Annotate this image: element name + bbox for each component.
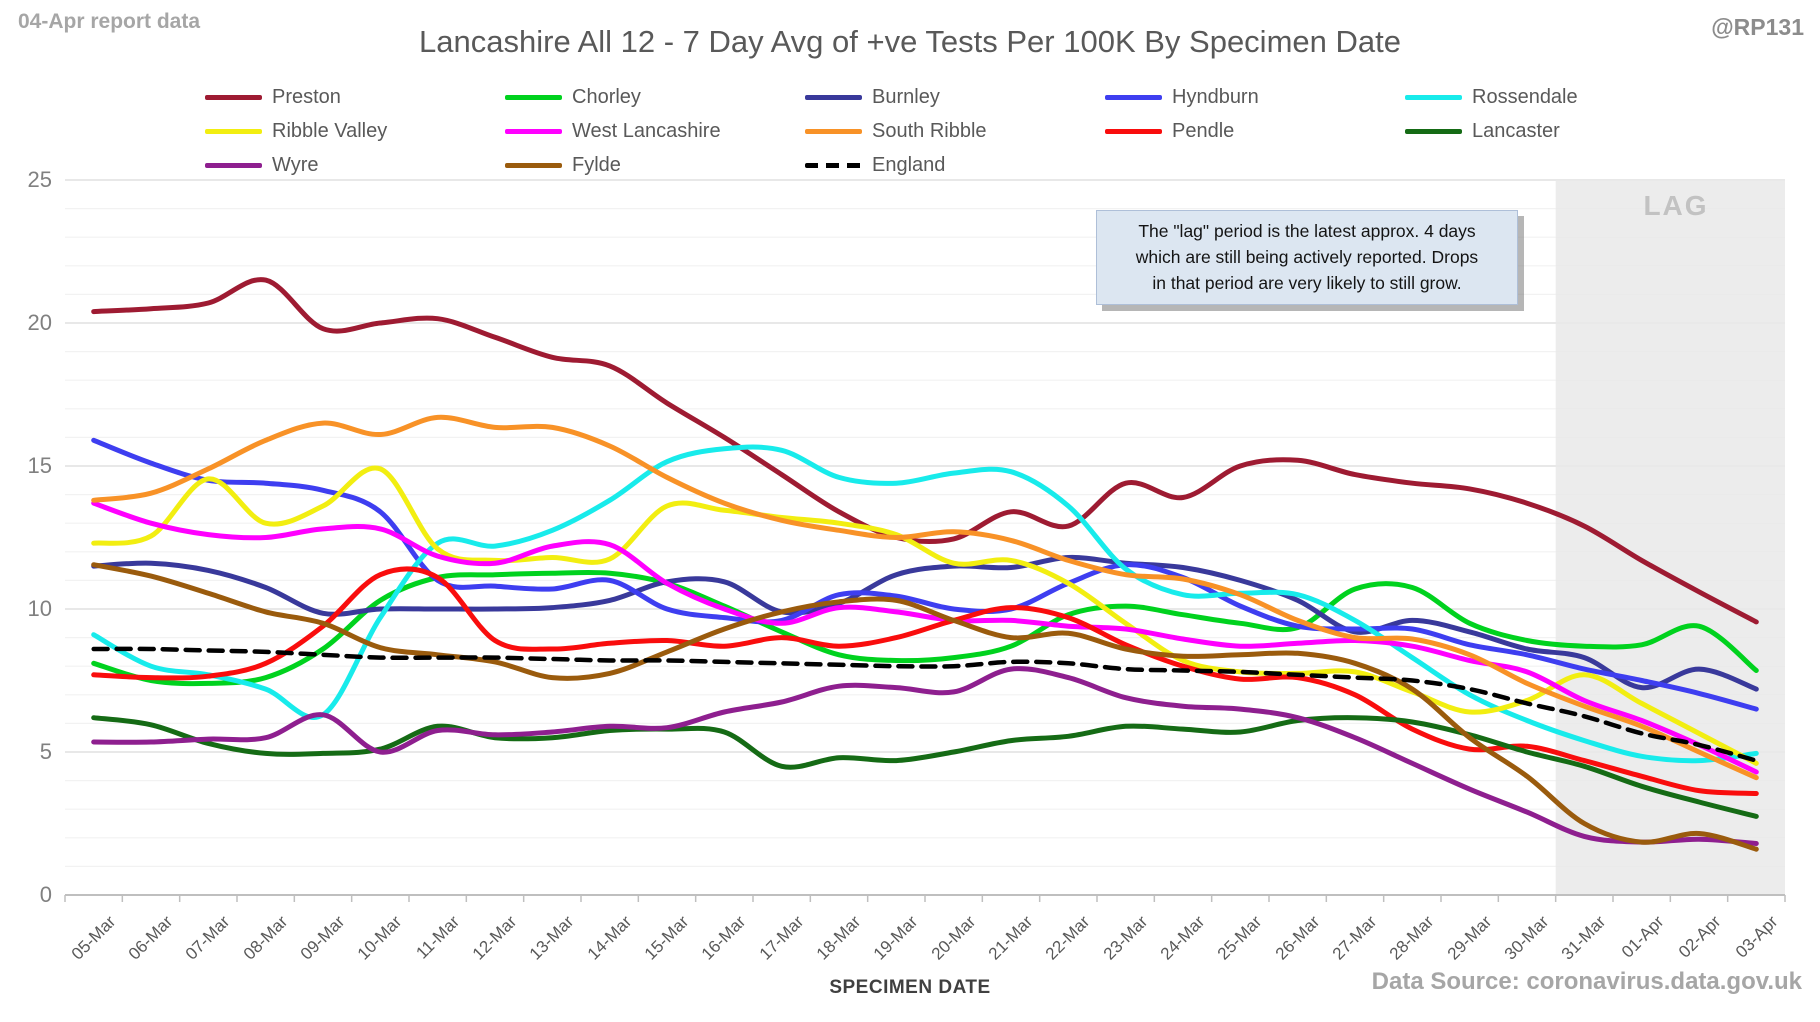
- series-line-england: [91, 646, 1759, 763]
- series-line-west-lancashire: [91, 500, 1759, 775]
- series-line-wyre: [91, 666, 1759, 846]
- page-title: Lancashire All 12 - 7 Day Avg of +ve Tes…: [419, 24, 1401, 59]
- x-axis-title: SPECIMEN DATE: [829, 977, 991, 998]
- legend-label: Chorley: [572, 85, 641, 108]
- user-handle: @RP131: [1711, 14, 1804, 40]
- legend-item-west-lancashire: West Lancashire: [505, 114, 805, 148]
- report-note: 04-Apr report data: [18, 10, 201, 33]
- legend-item-preston: Preston: [205, 80, 505, 114]
- legend-swatch: [205, 94, 262, 100]
- series-line-rossendale: [91, 444, 1759, 764]
- series-line-south-ribble: [91, 414, 1759, 781]
- legend-swatch: [505, 94, 562, 100]
- legend-label: South Ribble: [872, 119, 987, 142]
- legend-swatch: [805, 128, 862, 134]
- legend-label: Fylde: [572, 153, 621, 176]
- legend-swatch: [1105, 94, 1162, 100]
- legend-swatch: [505, 162, 562, 168]
- legend-swatch: [205, 128, 262, 134]
- lag-region-label: LAG: [1643, 190, 1709, 221]
- series-line-burnley: [91, 554, 1759, 692]
- legend-swatch: [205, 162, 262, 168]
- legend-item-pendle: Pendle: [1105, 114, 1405, 148]
- series-line-chorley: [91, 569, 1759, 687]
- legend-label: Lancaster: [1472, 119, 1560, 142]
- series-line-fylde: [91, 562, 1759, 852]
- series-line-pendle: [91, 566, 1759, 796]
- series-line-hyndburn: [91, 437, 1759, 712]
- legend-item-england: England: [805, 148, 1105, 182]
- legend-label: Hyndburn: [1172, 85, 1259, 108]
- legend-swatch: [805, 94, 862, 100]
- legend-item-south-ribble: South Ribble: [805, 114, 1105, 148]
- legend-item-rossendale: Rossendale: [1405, 80, 1705, 114]
- lag-annotation-box: The "lag" period is the latest approx. 4…: [1096, 210, 1518, 305]
- y-axis-tick-label: 5: [39, 739, 52, 764]
- series-line-preston: [91, 277, 1759, 625]
- y-axis-tick-label: 10: [27, 596, 52, 621]
- legend-swatch: [1105, 128, 1162, 134]
- annotation-text-line: which are still being actively reported.…: [1135, 247, 1479, 267]
- legend-item-wyre: Wyre: [205, 148, 505, 182]
- legend-label: Pendle: [1172, 119, 1235, 142]
- legend-item-chorley: Chorley: [505, 80, 805, 114]
- legend-item-lancaster: Lancaster: [1405, 114, 1705, 148]
- legend-label: Preston: [272, 85, 341, 108]
- legend-swatch: [505, 128, 562, 134]
- annotation-text-line: The "lag" period is the latest approx. 4…: [1138, 221, 1476, 241]
- legend-label: Ribble Valley: [272, 119, 388, 142]
- legend-item-burnley: Burnley: [805, 80, 1105, 114]
- data-source-note: Data Source: coronavirus.data.gov.uk: [1371, 968, 1802, 995]
- annotation-text-line: in that period are very likely to still …: [1152, 273, 1462, 293]
- legend-swatch: [1405, 94, 1462, 100]
- y-axis-tick-label: 25: [27, 167, 52, 192]
- chart-legend: Preston Chorley Burnley Hyndburn Rossendale R…: [205, 80, 1705, 182]
- y-axis-tick-label: 20: [27, 310, 52, 335]
- legend-label: England: [872, 153, 946, 176]
- legend-label: West Lancashire: [572, 119, 721, 142]
- legend-swatch: [805, 162, 862, 168]
- legend-item-hyndburn: Hyndburn: [1105, 80, 1405, 114]
- y-axis-tick-label: 15: [27, 453, 52, 478]
- legend-label: Burnley: [872, 85, 940, 108]
- y-axis-tick-label: 0: [39, 882, 52, 907]
- lag-region: [1555, 180, 1785, 895]
- series-line-ribble-valley: [91, 465, 1759, 766]
- legend-item-fylde: Fylde: [505, 148, 805, 182]
- legend-swatch: [1405, 128, 1462, 134]
- legend-item-ribble-valley: Ribble Valley: [205, 114, 505, 148]
- legend-label: Wyre: [272, 153, 319, 176]
- legend-label: Rossendale: [1472, 85, 1578, 108]
